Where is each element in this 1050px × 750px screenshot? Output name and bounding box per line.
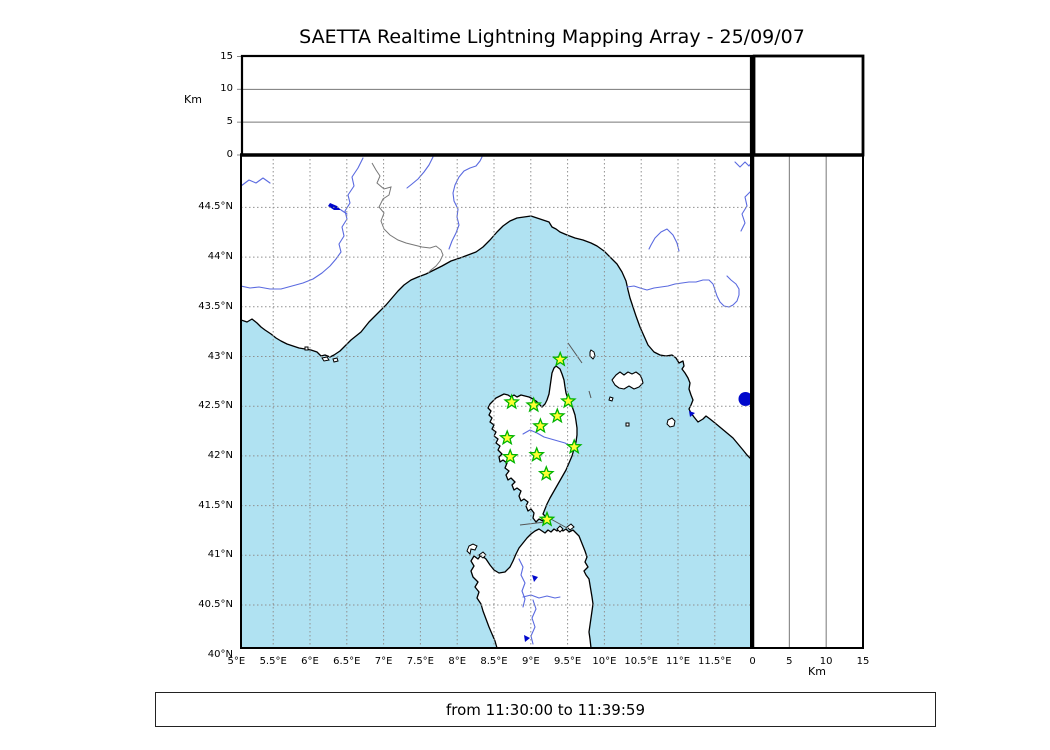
altitude-tick-label-left: 5 bbox=[226, 116, 233, 128]
longitude-tick-label: 5.5°E bbox=[259, 656, 287, 667]
longitude-tick-label: 6.5°E bbox=[333, 656, 361, 667]
longitude-tick-label: 8.5°E bbox=[480, 656, 508, 667]
latitude-tick-label: 44°N bbox=[207, 251, 233, 263]
latitude-tick-label: 41°N bbox=[207, 549, 233, 561]
river-tanaro bbox=[448, 156, 483, 250]
latitude-tick-label: 42.5°N bbox=[198, 400, 233, 412]
longitude-tick-label: 11.5°E bbox=[698, 656, 732, 667]
rivers bbox=[241, 156, 751, 645]
lake-sardinia-2 bbox=[524, 635, 530, 642]
lakes bbox=[328, 203, 751, 642]
altitude-tick-label-bottom: 0 bbox=[749, 656, 756, 667]
altitude-unit-bottom-label: Km bbox=[808, 665, 826, 678]
altitude-tick-label-bottom: 5 bbox=[786, 656, 793, 667]
lake-serre-poncon bbox=[328, 203, 341, 210]
longitude-tick-label: 7°E bbox=[374, 656, 393, 667]
maddalena-islets bbox=[556, 523, 575, 533]
longitude-tick-label: 9.5°E bbox=[553, 656, 582, 667]
lake-sardinia-1 bbox=[532, 575, 538, 582]
altitude-unit-left-label: Km bbox=[184, 93, 202, 106]
river-sardinia-1 bbox=[518, 558, 526, 608]
sea-line-artifacts bbox=[519, 342, 592, 529]
montecristo-island bbox=[608, 396, 614, 402]
altitude-panel-gridlines bbox=[242, 88, 827, 648]
longitude-tick-label: 5°E bbox=[227, 656, 246, 667]
longitude-tick-label: 10°E bbox=[592, 656, 617, 667]
river-durance bbox=[241, 157, 364, 290]
longitude-tick-label: 9°E bbox=[521, 656, 540, 667]
time-range-label: from 11:30:00 to 11:39:59 bbox=[445, 700, 645, 719]
river-sardinia-1b bbox=[522, 594, 561, 599]
longitude-tick-label: 10.5°E bbox=[624, 656, 658, 667]
river-arno bbox=[626, 275, 740, 308]
latitude-tick-label: 43.5°N bbox=[198, 300, 233, 312]
longitude-tick-label: 6°E bbox=[301, 656, 319, 667]
latitude-tick-label: 43°N bbox=[207, 350, 233, 362]
hyeres-islets bbox=[304, 346, 339, 363]
corner-panel-frame bbox=[752, 54, 865, 157]
river-right-edge bbox=[740, 190, 751, 232]
map-graticule bbox=[241, 155, 751, 648]
altitude-tick-label-bottom: 15 bbox=[856, 656, 870, 667]
coastline-sardinia bbox=[470, 527, 594, 648]
altitude-tick-label-left: 15 bbox=[220, 50, 233, 62]
river-po bbox=[734, 161, 751, 168]
pianosa-island bbox=[625, 422, 630, 427]
latitude-tick-label: 44.5°N bbox=[198, 201, 233, 213]
latitude-tick-label: 40.5°N bbox=[198, 599, 233, 610]
river-piedmont-a bbox=[406, 156, 434, 189]
altitude-tick-label-bottom: 10 bbox=[819, 656, 833, 667]
longitude-tick-label: 8°E bbox=[448, 656, 467, 667]
river-sardinia-2 bbox=[530, 599, 537, 645]
time-range-box: from 11:30:00 to 11:39:59 bbox=[155, 692, 936, 727]
coastline-mainland bbox=[241, 155, 751, 460]
river-serchio bbox=[648, 228, 680, 252]
panel-frames bbox=[240, 54, 865, 649]
altitude-longitude-panel-frame bbox=[240, 54, 753, 157]
lake-bolsena bbox=[738, 392, 751, 406]
altitude-tick-label-left: 0 bbox=[226, 149, 233, 160]
latitude-tick-label: 42°N bbox=[207, 449, 233, 461]
latitude-tick-label: 40°N bbox=[207, 648, 233, 660]
altitude-tick-label-left: 10 bbox=[220, 83, 233, 95]
elba-island bbox=[611, 371, 644, 390]
axis-tick-marks bbox=[237, 56, 241, 156]
river-west bbox=[241, 177, 271, 187]
lake-orbetello bbox=[689, 411, 695, 417]
latitude-tick-label: 41.5°N bbox=[198, 499, 233, 511]
longitude-tick-label: 11°E bbox=[665, 656, 691, 667]
map-panel bbox=[241, 155, 751, 648]
altitude-latitude-panel-frame bbox=[751, 154, 864, 649]
giglio-island bbox=[666, 417, 676, 428]
river-lake-connector bbox=[340, 209, 348, 215]
france-italy-border bbox=[371, 162, 444, 274]
page-title: SAETTA Realtime Lightning Mapping Array … bbox=[299, 26, 805, 48]
longitude-tick-label: 7.5°E bbox=[406, 656, 435, 667]
